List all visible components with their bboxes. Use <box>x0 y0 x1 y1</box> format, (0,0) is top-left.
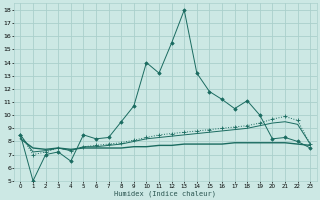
X-axis label: Humidex (Indice chaleur): Humidex (Indice chaleur) <box>114 190 216 197</box>
